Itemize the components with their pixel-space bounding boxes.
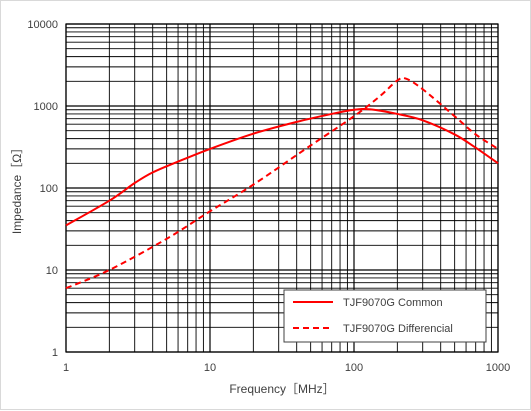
x-tick-labels: 1 10 100 1000	[63, 362, 510, 374]
series-line-common	[65, 107, 499, 227]
x-tick-label: 10	[204, 362, 216, 374]
legend: TJF9070G Common TJF9070G Differencial	[283, 289, 487, 343]
y-tick-label: 10	[46, 265, 58, 277]
y-tick-label: 10000	[27, 19, 58, 31]
legend-label-differencial: TJF9070G Differencial	[343, 323, 453, 335]
y-tick-label: 100	[40, 183, 58, 195]
legend-label-common: TJF9070G Common	[343, 297, 443, 309]
y-tick-labels: 1 10 100 1000 10000	[27, 19, 58, 359]
y-tick-label: 1000	[34, 101, 58, 113]
x-axis-title: Frequency［MHz］	[229, 382, 334, 396]
x-tick-label: 1000	[486, 362, 510, 374]
plot-border	[65, 23, 499, 353]
y-tick-label: 1	[52, 347, 58, 359]
legend-box	[283, 289, 487, 343]
x-tick-label: 1	[63, 362, 69, 374]
y-axis-title: Impedance［Ω］	[10, 142, 24, 234]
series-lines	[65, 76, 499, 290]
series-line-differencial	[65, 76, 499, 290]
x-tick-label: 100	[345, 362, 363, 374]
